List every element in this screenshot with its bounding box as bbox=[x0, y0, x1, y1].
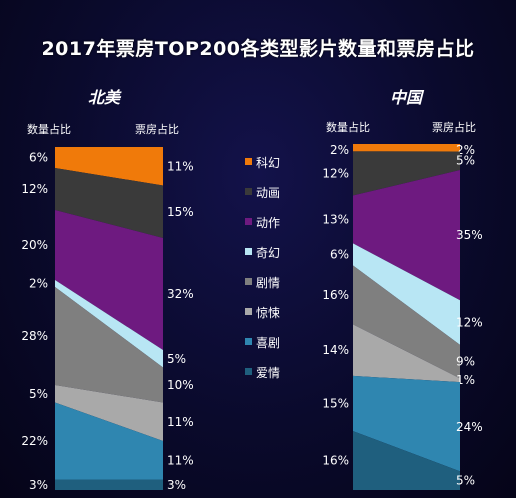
band-0-5 bbox=[55, 385, 163, 441]
box-office-share-label: 12% bbox=[456, 316, 483, 330]
legend-swatch bbox=[245, 308, 252, 315]
legend-label: 动画 bbox=[256, 186, 280, 200]
band-1-4 bbox=[353, 265, 460, 379]
legend-label: 爱情 bbox=[256, 366, 280, 380]
count-share-label: 6% bbox=[330, 247, 349, 261]
count-share-label: 2% bbox=[29, 277, 48, 291]
count-share-header: 数量占比 bbox=[27, 122, 71, 136]
legend-swatch bbox=[245, 188, 252, 195]
box-office-share-label: 35% bbox=[456, 228, 483, 242]
legend-label: 喜剧 bbox=[256, 336, 280, 350]
band-0-3 bbox=[55, 280, 163, 368]
band-1-6 bbox=[353, 375, 460, 472]
box-office-share-label: 5% bbox=[456, 154, 475, 168]
legend-swatch bbox=[245, 368, 252, 375]
box-office-share-label: 5% bbox=[167, 352, 186, 366]
count-share-label: 16% bbox=[322, 454, 349, 468]
legend-label: 动作 bbox=[256, 216, 280, 230]
band-1-0 bbox=[353, 144, 460, 152]
band-1-1 bbox=[353, 151, 460, 196]
count-share-label: 14% bbox=[322, 343, 349, 357]
legend-swatch bbox=[245, 278, 252, 285]
region-title-0: 北美 bbox=[88, 88, 122, 107]
count-share-label: 12% bbox=[21, 182, 48, 196]
band-0-1 bbox=[55, 168, 163, 238]
legend-swatch bbox=[245, 218, 252, 225]
box-office-share-label: 11% bbox=[167, 415, 194, 429]
band-0-4 bbox=[55, 287, 163, 403]
band-0-7 bbox=[55, 479, 163, 490]
band-1-7 bbox=[353, 431, 460, 490]
legend-swatch bbox=[245, 158, 252, 165]
count-share-label: 6% bbox=[29, 151, 48, 165]
box-office-share-label: 1% bbox=[456, 373, 475, 387]
legend-label: 剧情 bbox=[256, 276, 280, 290]
box-office-share-label: 11% bbox=[167, 159, 194, 173]
box-office-share-label: 5% bbox=[456, 474, 475, 488]
count-share-label: 3% bbox=[29, 478, 48, 492]
count-share-label: 20% bbox=[21, 238, 48, 252]
legend-label: 惊悚 bbox=[256, 305, 280, 320]
count-share-label: 15% bbox=[322, 397, 349, 411]
band-0-6 bbox=[55, 402, 163, 480]
band-1-2 bbox=[353, 170, 460, 301]
box-office-share-header: 票房占比 bbox=[135, 122, 179, 136]
box-office-share-label: 11% bbox=[167, 453, 194, 467]
count-share-label: 12% bbox=[322, 166, 349, 180]
count-share-label: 28% bbox=[21, 329, 48, 343]
legend-label: 科幻 bbox=[256, 156, 280, 170]
box-office-share-label: 2% bbox=[456, 143, 475, 157]
count-share-label: 5% bbox=[29, 387, 48, 401]
legend-label: 奇幻 bbox=[256, 246, 280, 260]
box-office-share-label: 3% bbox=[167, 478, 186, 492]
legend-swatch bbox=[245, 338, 252, 345]
count-share-label: 22% bbox=[21, 434, 48, 448]
count-share-label: 13% bbox=[322, 212, 349, 226]
box-office-share-header: 票房占比 bbox=[432, 120, 476, 134]
chart-title: 2017年票房TOP200各类型影片数量和票房占比 bbox=[41, 38, 475, 60]
region-title-1: 中国 bbox=[390, 88, 425, 107]
band-0-0 bbox=[55, 147, 163, 186]
legend-swatch bbox=[245, 248, 252, 255]
box-office-share-label: 9% bbox=[456, 355, 475, 369]
band-1-3 bbox=[353, 243, 460, 345]
box-office-share-label: 15% bbox=[167, 205, 194, 219]
count-share-header: 数量占比 bbox=[326, 120, 370, 134]
box-office-share-label: 24% bbox=[456, 420, 483, 434]
band-0-2 bbox=[55, 210, 163, 350]
box-office-share-label: 10% bbox=[167, 378, 194, 392]
band-1-5 bbox=[353, 324, 460, 383]
count-share-label: 16% bbox=[322, 288, 349, 302]
box-office-share-label: 32% bbox=[167, 287, 194, 301]
count-share-label: 2% bbox=[330, 143, 349, 157]
